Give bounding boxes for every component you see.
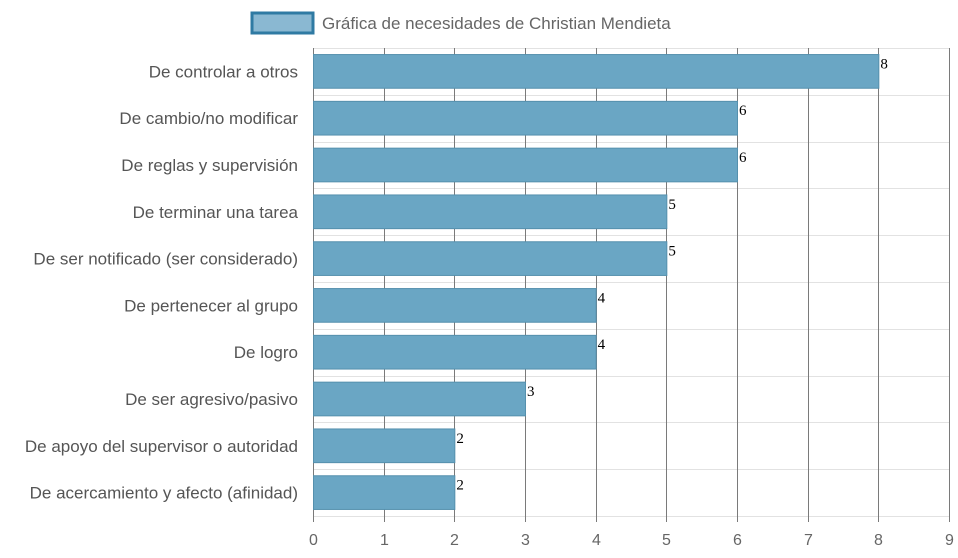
x-tick-label: 6 [733,532,742,549]
bar[interactable] [313,475,456,510]
bar-value-label: 2 [456,431,464,447]
x-tick-label: 3 [521,532,530,549]
x-tick-label: 0 [309,532,318,549]
x-tick-label: 5 [662,532,671,549]
x-tick-label: 7 [804,532,813,549]
legend-swatch[interactable] [250,11,315,35]
bar[interactable] [313,100,738,136]
category-label: De controlar a otros [149,62,298,81]
bar[interactable] [313,54,880,89]
category-label: De apoyo del supervisor o autoridad [25,437,298,456]
x-tick-label: 8 [874,532,883,549]
bar[interactable] [313,147,738,183]
bar[interactable] [313,381,526,417]
bar[interactable] [313,194,668,230]
category-label: De ser agresivo/pasivo [125,390,298,409]
bar-value-label: 8 [880,56,888,72]
bar-value-label: 6 [739,150,747,166]
bar-value-label: 3 [527,384,535,400]
x-tick-label: 1 [380,532,389,549]
category-label: De reglas y supervisión [121,156,298,175]
bar-value-label: 4 [598,290,606,306]
legend[interactable]: Gráfica de necesidades de Christian Mend… [250,11,671,35]
x-tick-label: 9 [945,532,954,549]
bar-value-label: 6 [739,103,747,119]
labels: 0 1 2 3 4 5 6 7 8 9 De controlar a otros 8 De cambio… [25,56,954,549]
bar[interactable] [313,288,597,323]
bar-value-label: 5 [668,197,676,213]
x-tick-label: 2 [450,532,459,549]
category-label: De pertenecer al grupo [124,296,298,315]
bars [313,54,880,510]
bar[interactable] [313,241,668,276]
bar-value-label: 4 [598,337,606,353]
category-label: De terminar una tarea [133,203,299,222]
category-label: De logro [234,343,298,362]
category-label: De acercamiento y afecto (afinidad) [30,484,298,503]
bar[interactable] [313,334,597,370]
x-tick-label: 4 [592,532,601,549]
category-label: De ser notificado (ser considerado) [33,250,298,269]
bar-value-label: 5 [668,244,676,260]
legend-label[interactable]: Gráfica de necesidades de Christian Mend… [322,14,671,33]
bar[interactable] [313,428,456,464]
category-label: De cambio/no modificar [119,109,298,128]
bar-value-label: 2 [456,478,464,494]
